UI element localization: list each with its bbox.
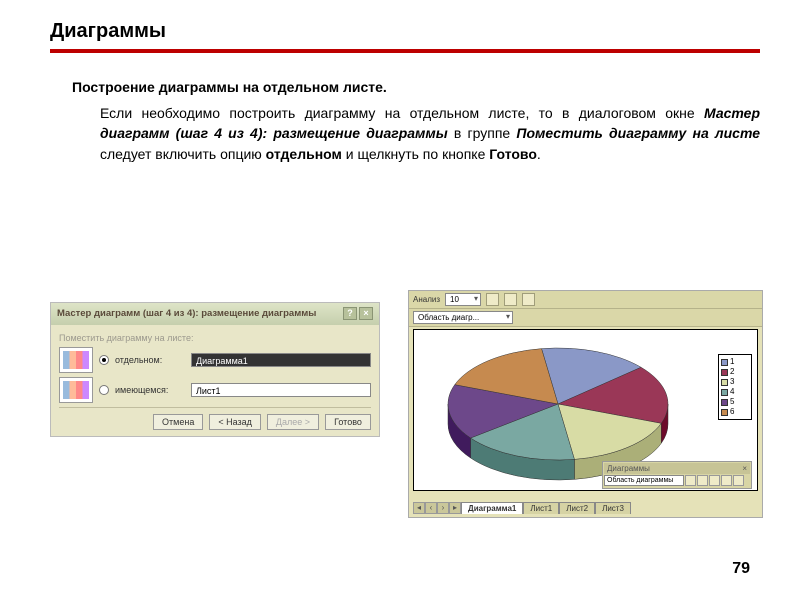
slide-subtitle: Построение диаграммы на отдельном листе. [72,79,760,95]
sheet-tabs: ◂ ‹ › ▸ Диаграмма1Лист1Лист2Лист3 [413,501,758,515]
option-row-separate: отдельном: Диаграмма1 [59,347,371,373]
legend-item: 1 [721,357,749,367]
legend-swatch [721,399,728,406]
wizard-dialog: Мастер диаграмм (шаг 4 из 4): размещение… [50,302,380,437]
group-label: Поместить диаграмму на листе: [59,333,371,343]
legend-item: 5 [721,397,749,407]
legend-item: 6 [721,407,749,417]
text-run: и щелкнуть по кнопке [342,146,489,162]
sheet-tab[interactable]: Лист3 [595,502,631,514]
toolbar-icon[interactable] [733,475,744,486]
text-run: Если необходимо построить диаграмму на о… [100,105,704,121]
toolbar-icon[interactable] [721,475,732,486]
legend-item: 4 [721,387,749,397]
legend-swatch [721,369,728,376]
option-thumb-icon [59,347,93,373]
sheet-name-input[interactable]: Диаграмма1 [191,353,371,367]
text-run-bold: отдельном [266,146,342,162]
legend-label: 3 [730,377,734,387]
dialog-body: Поместить диаграмму на листе: отдельном:… [51,325,379,436]
tab-nav-last-icon[interactable]: ▸ [449,502,461,514]
dialog-buttons: Отмена < Назад Далее > Готово [59,407,371,430]
tab-nav-prev-icon[interactable]: ‹ [425,502,437,514]
toolbar-icon[interactable] [709,475,720,486]
legend-label: 4 [730,387,734,397]
sheet-select[interactable]: Лист1 [191,383,371,397]
font-size-select[interactable]: 10 [445,293,481,306]
text-run: в группе [448,125,517,141]
formula-toolbar: Анализ 10 [409,291,762,309]
toolbar-icon[interactable] [685,475,696,486]
radio-separate[interactable] [99,355,109,365]
text-run: . [537,146,541,162]
sheet-tab[interactable]: Лист1 [523,502,559,514]
option-row-existing: имеющемся: Лист1 [59,377,371,403]
text-run: следует включить опцию [100,146,266,162]
chart-window: Анализ 10 Область диагр... 123456 Диагра… [408,290,763,518]
legend-item: 2 [721,367,749,377]
back-button[interactable]: < Назад [209,414,261,430]
legend-swatch [721,379,728,386]
toolbar-icon[interactable] [522,293,535,306]
legend-label: 1 [730,357,734,367]
text-run-bold: Готово [489,146,537,162]
page-number: 79 [732,560,750,578]
toolbar-label: Анализ [413,295,440,304]
floating-chart-toolbar[interactable]: Диаграммы × Область диаграммы [602,461,752,489]
legend-label: 2 [730,367,734,377]
body-paragraph: Если необходимо построить диаграмму на о… [100,103,760,164]
bold-icon[interactable] [486,293,499,306]
floating-toolbar-title: Диаграммы [607,464,650,473]
dialog-title-text: Мастер диаграмм (шаг 4 из 4): размещение… [57,308,316,319]
tab-nav-next-icon[interactable]: › [437,502,449,514]
toolbar-icon[interactable] [697,475,708,486]
text-run-italic: Поместить диаграмму на листе [516,125,760,141]
radio-label: имеющемся: [115,385,185,395]
finish-button[interactable]: Готово [325,414,371,430]
close-icon[interactable]: × [359,307,373,320]
close-icon[interactable]: × [742,464,747,473]
legend-swatch [721,359,728,366]
sheet-tab[interactable]: Диаграмма1 [461,502,523,514]
legend-label: 6 [730,407,734,417]
legend-item: 3 [721,377,749,387]
tab-nav-first-icon[interactable]: ◂ [413,502,425,514]
slide-title: Диаграммы [50,20,760,43]
dialog-titlebar: Мастер диаграмм (шаг 4 из 4): размещение… [51,303,379,325]
legend-label: 5 [730,397,734,407]
accent-rule [50,49,760,53]
legend-swatch [721,389,728,396]
chart-legend: 123456 [718,354,752,420]
radio-label: отдельном: [115,355,185,365]
chart-element-select[interactable]: Область диагр... [413,311,513,324]
chart-info-toolbar: Область диагр... [409,309,762,327]
help-icon[interactable]: ? [343,307,357,320]
sheet-tab[interactable]: Лист2 [559,502,595,514]
radio-existing[interactable] [99,385,109,395]
italic-icon[interactable] [504,293,517,306]
chart-element-select[interactable]: Область диаграммы [604,475,684,486]
legend-swatch [721,409,728,416]
cancel-button[interactable]: Отмена [153,414,203,430]
next-button: Далее > [267,414,319,430]
option-thumb-icon [59,377,93,403]
